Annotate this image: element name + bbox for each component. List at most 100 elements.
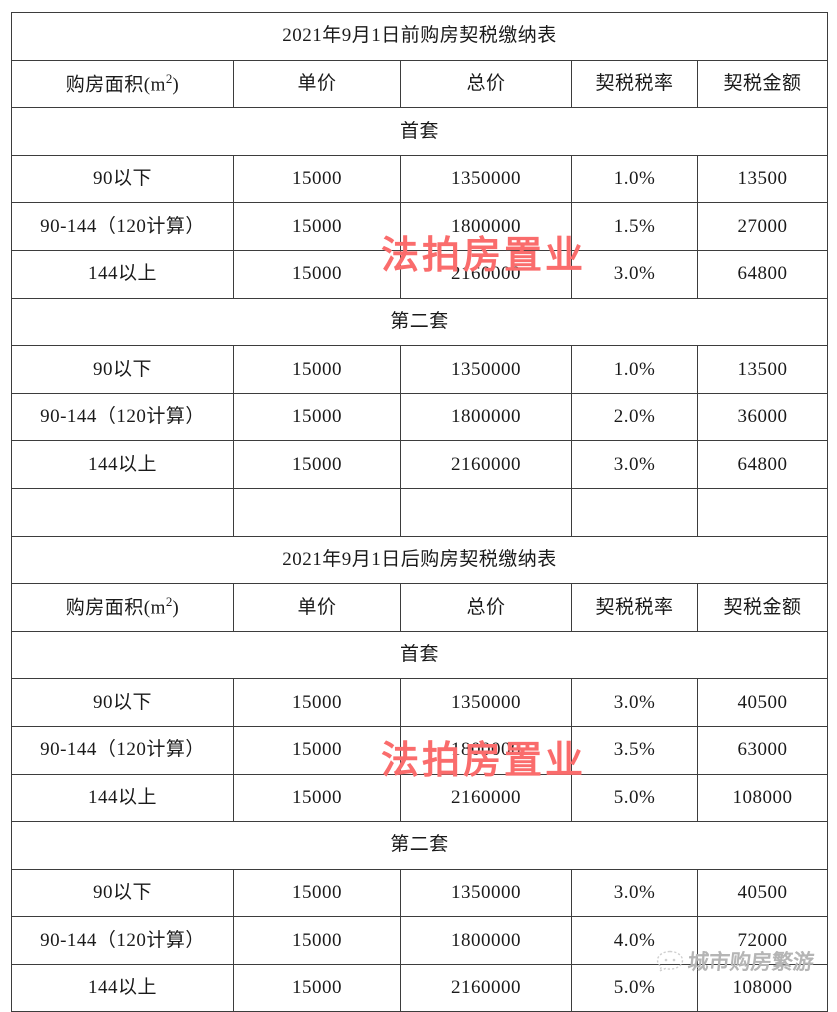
cell-unit-price: 15000 [233,345,401,394]
cell-area: 90以下 [11,868,234,918]
group-header-row: 首套 [10,630,829,680]
column-header-total-price: 总价 [400,583,572,632]
group-label-second-home: 第二套 [10,821,829,870]
cell-area: 144以上 [11,773,234,823]
group-label-first-home: 首套 [10,630,829,680]
deed-tax-tables: 2021年9月1日前购房契税缴纳表 购房面积(m2) 单价 总价 契税税率 契税… [10,12,829,1012]
cell-total-price: 2160000 [400,773,572,823]
cell-tax-amount: 36000 [696,392,829,442]
column-header-area-sup: 2 [165,70,173,86]
group-header-row: 第二套 [10,297,829,347]
column-header-area: 购房面积(m2) [11,59,234,109]
table-row: 90以下 15000 1350000 1.0% 13500 [11,345,829,394]
table-row: 90-144（120计算） 15000 1800000 4.0% 72000 [11,916,829,965]
column-header-area-sup: 2 [165,594,173,610]
cell-unit-price: 15000 [233,678,401,727]
cell-unit-price: 15000 [233,154,401,204]
cell-area: 90以下 [11,154,234,204]
column-header-area-prefix: 购房面积(m [65,597,166,619]
cell-tax-amount: 40500 [696,868,829,918]
cell-tax-amount: 64800 [696,440,829,489]
cell-unit-price: 15000 [233,773,401,823]
cell-total-price: 2160000 [400,249,572,299]
cell-tax-amount: 13500 [696,345,829,394]
table-row: 144以上 15000 2160000 5.0% 108000 [11,773,829,823]
table-row: 90以下 15000 1350000 3.0% 40500 [11,868,829,918]
cell-area: 144以上 [11,249,234,299]
cell-tax-amount: 72000 [696,916,829,965]
spacer-cell [11,487,234,537]
cell-unit-price: 15000 [233,249,401,299]
cell-total-price: 1800000 [400,725,572,775]
cell-tax-rate: 5.0% [571,963,698,1012]
cell-area: 90-144（120计算） [11,392,234,442]
cell-tax-rate: 1.0% [571,154,698,204]
cell-tax-amount: 64800 [696,249,829,299]
column-header-area: 购房面积(m2) [11,583,234,632]
cell-area: 90以下 [11,678,234,727]
cell-total-price: 2160000 [400,440,572,489]
cell-area: 90-144（120计算） [11,202,234,251]
spacer-cell [571,487,698,537]
cell-area: 144以上 [11,963,234,1012]
cell-tax-rate: 5.0% [571,773,698,823]
cell-unit-price: 15000 [233,963,401,1012]
column-header-area-prefix: 购房面积(m [65,74,166,96]
table-after-title: 2021年9月1日后购房契税缴纳表 [10,535,829,585]
table-before-title-row: 2021年9月1日前购房契税缴纳表 [10,12,829,61]
table-row: 144以上 15000 2160000 5.0% 108000 [11,963,829,1012]
column-header-unit-price: 单价 [233,59,401,109]
group-header-row: 第二套 [10,821,829,870]
column-header-tax-amount: 契税金额 [696,583,829,632]
cell-unit-price: 15000 [233,916,401,965]
cell-area: 90-144（120计算） [11,725,234,775]
cell-total-price: 1350000 [400,154,572,204]
cell-tax-rate: 3.0% [571,678,698,727]
cell-total-price: 1800000 [400,392,572,442]
cell-total-price: 1350000 [400,868,572,918]
cell-tax-rate: 3.0% [571,249,698,299]
table-before-header-row: 购房面积(m2) 单价 总价 契税税率 契税金额 [11,59,829,109]
cell-area: 90以下 [11,345,234,394]
cell-tax-amount: 63000 [696,725,829,775]
table-row: 90-144（120计算） 15000 1800000 2.0% 36000 [11,392,829,442]
cell-tax-amount: 27000 [696,202,829,251]
table-row: 90-144（120计算） 15000 1800000 1.5% 27000 [11,202,829,251]
table-before-title: 2021年9月1日前购房契税缴纳表 [10,12,829,61]
group-label-second-home: 第二套 [10,297,829,347]
table-row: 90以下 15000 1350000 3.0% 40500 [11,678,829,727]
cell-tax-rate: 3.5% [571,725,698,775]
table-row: 90-144（120计算） 15000 1800000 3.5% 63000 [11,725,829,775]
spacer-cell [696,487,829,537]
cell-tax-rate: 1.5% [571,202,698,251]
cell-unit-price: 15000 [233,202,401,251]
cell-unit-price: 15000 [233,392,401,442]
table-row: 144以上 15000 2160000 3.0% 64800 [11,440,829,489]
cell-tax-rate: 2.0% [571,392,698,442]
cell-area: 144以上 [11,440,234,489]
cell-tax-rate: 4.0% [571,916,698,965]
cell-area: 90-144（120计算） [11,916,234,965]
column-header-total-price: 总价 [400,59,572,109]
group-header-row: 首套 [10,107,829,156]
spacer-row [11,487,829,537]
cell-total-price: 1350000 [400,345,572,394]
cell-tax-rate: 3.0% [571,440,698,489]
cell-total-price: 1800000 [400,202,572,251]
spacer-cell [400,487,572,537]
cell-tax-amount: 108000 [696,963,829,1012]
cell-total-price: 1350000 [400,678,572,727]
spacer-cell [233,487,401,537]
cell-unit-price: 15000 [233,440,401,489]
cell-total-price: 1800000 [400,916,572,965]
table-after-title-row: 2021年9月1日后购房契税缴纳表 [10,535,829,585]
cell-tax-amount: 13500 [696,154,829,204]
table-row: 144以上 15000 2160000 3.0% 64800 [11,249,829,299]
column-header-area-suffix: ) [172,74,180,96]
table-row: 90以下 15000 1350000 1.0% 13500 [11,154,829,204]
cell-unit-price: 15000 [233,868,401,918]
column-header-area-suffix: ) [172,597,180,619]
cell-total-price: 2160000 [400,963,572,1012]
cell-tax-rate: 1.0% [571,345,698,394]
